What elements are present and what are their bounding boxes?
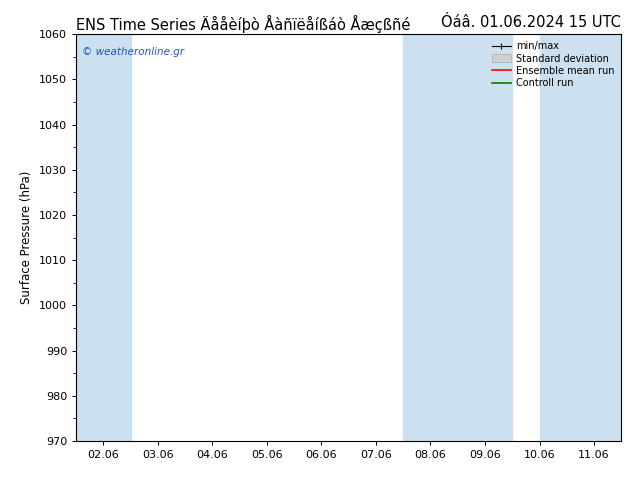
Bar: [403, 34, 512, 441]
Y-axis label: Surface Pressure (hPa): Surface Pressure (hPa): [20, 171, 34, 304]
Bar: [76, 34, 131, 441]
Text: © weatheronline.gr: © weatheronline.gr: [82, 47, 184, 56]
Bar: [540, 34, 621, 441]
Text: ENS Time Series Äååèíþò Åàñïëåíßáò Åæçßñé: ENS Time Series Äååèíþò Åàñïëåíßáò Åæçßñ…: [76, 15, 410, 33]
Legend: min/max, Standard deviation, Ensemble mean run, Controll run: min/max, Standard deviation, Ensemble me…: [489, 39, 616, 90]
Text: Óáâ. 01.06.2024 15 UTC: Óáâ. 01.06.2024 15 UTC: [441, 15, 621, 30]
